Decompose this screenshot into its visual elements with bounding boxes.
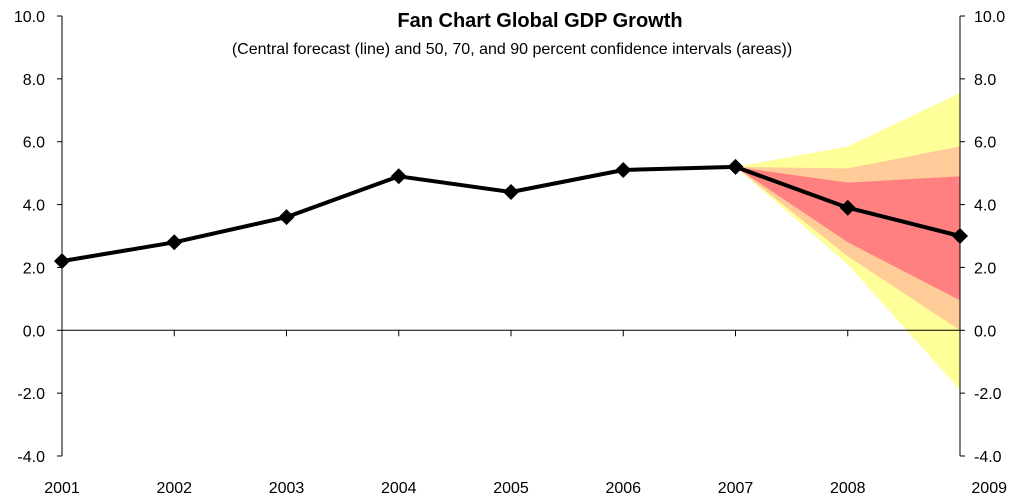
chart-subtitle: (Central forecast (line) and 50, 70, and… — [232, 41, 792, 58]
y-tick-label-left: 0.0 — [23, 323, 45, 340]
x-tick-label: 2008 — [830, 480, 866, 497]
x-tick-label: 2007 — [718, 480, 754, 497]
data-point-2002 — [166, 234, 183, 251]
x-tick-label: 2001 — [44, 480, 80, 497]
data-point-2007 — [727, 158, 744, 175]
y-tick-label-left: -4.0 — [17, 449, 45, 466]
band-50-percent — [735, 166, 960, 301]
y-tick-label-left: 10.0 — [14, 9, 45, 26]
y-tick-label-right: 10.0 — [974, 9, 1005, 26]
data-point-2005 — [503, 184, 519, 200]
y-tick-label-right: 2.0 — [974, 260, 996, 277]
tick-labels: -4.0 -4.0 -2.0 -2.0 0.0 0.0 2.0 2.0 4.0 4.0 6.0 6.0… — [14, 9, 1007, 497]
y-tick-label-right: 8.0 — [974, 72, 996, 89]
y-tick-label-left: -2.0 — [17, 386, 45, 403]
y-tick-label-right: 6.0 — [974, 135, 996, 152]
y-tick-label-left: 6.0 — [23, 135, 45, 152]
data-point-2004 — [390, 168, 407, 185]
data-point-2009 — [952, 228, 968, 244]
confidence-bands — [735, 93, 960, 390]
markers — [54, 158, 968, 270]
data-point-2003 — [278, 209, 295, 226]
data-point-2006 — [615, 162, 632, 178]
y-tick-label-left: 2.0 — [23, 260, 45, 277]
data-point-2008 — [839, 199, 856, 216]
y-tick-label-right: 0.0 — [974, 323, 996, 340]
y-tick-label-right: -4.0 — [974, 449, 1002, 466]
x-tick-label: 2005 — [493, 480, 529, 497]
x-tick-label: 2009 — [971, 480, 1007, 497]
data-point-2001 — [54, 253, 70, 270]
x-tick-label: 2004 — [381, 480, 417, 497]
chart-title: Fan Chart Global GDP Growth — [397, 10, 682, 32]
y-tick-label-right: 4.0 — [974, 198, 996, 215]
x-tick-label: 2006 — [605, 480, 641, 497]
y-tick-label-left: 4.0 — [23, 198, 45, 215]
x-tick-label: 2002 — [156, 480, 192, 497]
y-tick-label-right: -2.0 — [974, 386, 1002, 403]
y-tick-label-left: 8.0 — [23, 72, 45, 89]
x-tick-label: 2003 — [269, 480, 305, 497]
